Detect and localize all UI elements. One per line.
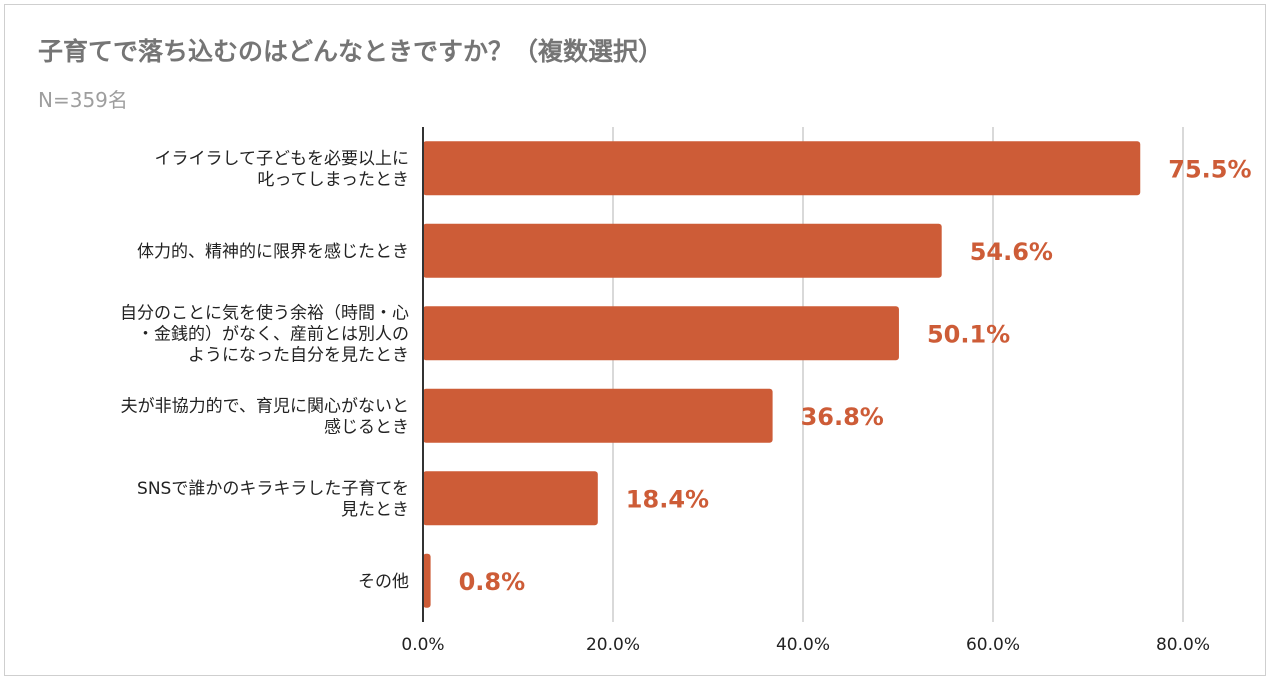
category-labels: イライラして子どもを必要以上に叱ってしまったとき体力的、精神的に限界を感じたとき…: [120, 149, 409, 592]
category-label: その他: [358, 572, 409, 592]
bar: [423, 553, 431, 608]
data-label: 54.6%: [970, 238, 1053, 266]
category-label: 夫が非協力的で、育児に関心がないと感じるとき: [121, 396, 409, 437]
bar: [423, 306, 899, 361]
data-label: 75.5%: [1168, 155, 1251, 183]
x-tick-label: 20.0%: [586, 635, 640, 655]
chart-subtitle: N=359名: [38, 88, 128, 112]
data-label: 50.1%: [927, 320, 1010, 348]
bar: [423, 223, 942, 278]
x-tick-labels: 0.0% 20.0% 40.0% 60.0% 80.0%: [401, 635, 1210, 655]
x-tick-label: 40.0%: [776, 635, 830, 655]
bar: [423, 471, 598, 526]
grid-lines: [612, 127, 1184, 622]
data-label: 0.8%: [459, 568, 526, 596]
category-label: SNSで誰かのキラキラした子育てを見たとき: [137, 479, 409, 520]
data-labels: 75.5% 54.6% 50.1% 36.8% 18.4% 0.8%: [459, 155, 1252, 596]
data-label: 18.4%: [626, 485, 709, 513]
x-tick-label: 0.0%: [401, 635, 444, 655]
x-tick-label: 80.0%: [1156, 635, 1210, 655]
bars: [423, 141, 1141, 608]
category-label: イライラして子どもを必要以上に叱ってしまったとき: [155, 149, 410, 190]
category-label: 体力的、精神的に限界を感じたとき: [137, 242, 409, 262]
data-label: 36.8%: [801, 403, 884, 431]
chart-title: 子育てで落ち込むのはどんなときですか？（複数選択）: [38, 37, 664, 66]
x-tick-label: 60.0%: [966, 635, 1020, 655]
bar: [423, 388, 773, 443]
bar: [423, 141, 1141, 196]
category-label: 自分のことに気を使う余裕（時間・心・金銭的）がなく、産前とは別人のようになった自…: [120, 302, 409, 365]
